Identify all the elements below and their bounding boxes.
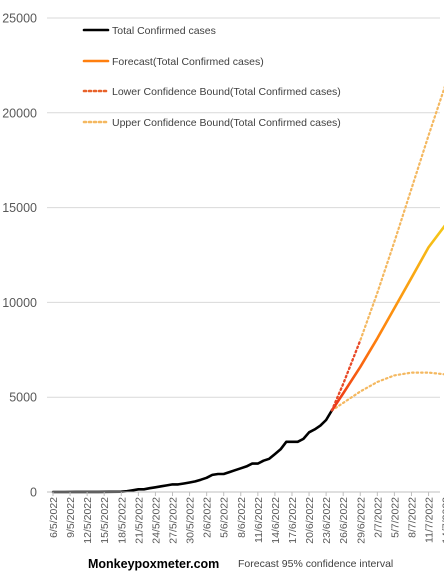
x-tick-label: 23/6/2022 [321,497,333,544]
x-tick-label: 24/5/2022 [150,497,162,544]
x-tick-label: 27/5/2022 [167,497,179,544]
y-tick-label: 15000 [2,201,37,215]
y-tick-label: 10000 [2,296,37,310]
legend-label: Forecast(Total Confirmed cases) [112,56,264,68]
x-tick-label: 12/5/2022 [82,497,94,544]
x-tick-label: 8/7/2022 [406,497,418,538]
x-tick-label: 6/5/2022 [48,497,60,538]
x-tick-label: 21/5/2022 [133,497,145,544]
series-line [330,224,444,412]
x-tick-label: 2/6/2022 [202,497,214,538]
x-tick-label: 29/6/2022 [355,497,367,544]
y-tick-label: 5000 [9,391,37,405]
x-tick-label: 14/6/2022 [270,497,282,544]
x-tick-label: 18/5/2022 [116,497,128,544]
y-tick-label: 0 [30,486,37,500]
x-tick-label: 11/7/2022 [424,497,436,543]
series-line [51,409,334,494]
y-tick-label: 25000 [2,12,37,26]
x-tick-label: 9/5/2022 [65,497,77,538]
x-tick-label: 2/7/2022 [372,497,384,538]
y-tick-label: 20000 [2,106,37,120]
x-tick-label: 8/6/2022 [236,497,248,538]
x-tick-label: 15/5/2022 [99,497,111,544]
x-tick-label: 14/7/2022 [441,497,444,544]
series-line-segment [330,339,362,412]
x-tick-label: 26/6/2022 [338,497,350,544]
footer-note: Forecast 95% confidence interval [238,558,394,570]
x-tick-label: 5/6/2022 [219,497,231,538]
series-lines [51,85,444,494]
gridlines [47,17,440,398]
series-line [330,371,444,412]
legend-label: Total Confirmed cases [112,25,216,37]
footer-brand: Monkeypoxmeter.com [88,557,220,571]
x-tick-label: 17/6/2022 [287,497,299,544]
x-tick-label: 11/6/2022 [253,497,265,543]
legend-label: Upper Confidence Bound(Total Confirmed c… [112,117,341,129]
x-tick-label: 30/5/2022 [185,497,197,544]
x-tick-label: 20/6/2022 [304,497,316,544]
legend-label: Lower Confidence Bound(Total Confirmed c… [112,86,341,98]
x-tick-label: 5/7/2022 [389,497,401,538]
axes: 0 5000 10000 15000 20000 25000 6/5/2022 9/5/202… [2,12,444,544]
legend: Total Confirmed cases Forecast(Total Conf… [82,25,341,129]
